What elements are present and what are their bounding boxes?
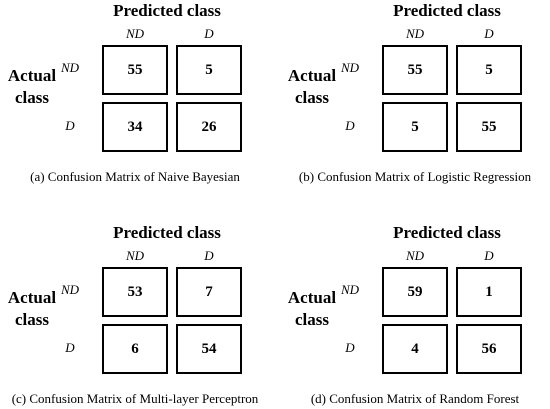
caption: (a) Confusion Matrix of Naive Bayesian (30, 169, 240, 184)
matrix-cell: 7 (176, 267, 242, 317)
actual-label: Actual class (7, 66, 57, 107)
row-label: ND (60, 282, 80, 297)
caption: (c) Confusion Matrix of Multi-layer Perc… (11, 391, 259, 406)
actual-label: Actual class (7, 288, 57, 329)
row-label: D (345, 118, 355, 133)
column-label: D (484, 248, 494, 263)
predicted-label: Predicted class (393, 1, 501, 20)
matrix-cell: 5 (176, 45, 242, 95)
column-label: ND (125, 26, 145, 41)
row-label: D (345, 340, 355, 355)
matrix-cell: 54 (176, 324, 242, 374)
column-label: D (204, 26, 214, 41)
matrix-cell: 53 (102, 267, 168, 317)
row-label: ND (340, 60, 360, 75)
matrix-cell: 6 (102, 324, 168, 374)
predicted-label: Predicted class (393, 223, 501, 242)
matrix-cell: 34 (102, 102, 168, 152)
actual-label: Actual class (287, 288, 337, 329)
actual-label: Actual class (287, 66, 337, 107)
matrix-cell: 5 (382, 102, 448, 152)
matrix-cell: 5 (456, 45, 522, 95)
matrix-cell: 1 (456, 267, 522, 317)
row-label: ND (60, 60, 80, 75)
matrix-cell: 4 (382, 324, 448, 374)
row-label: ND (340, 282, 360, 297)
matrix-cell: 55 (102, 45, 168, 95)
row-label: D (65, 118, 75, 133)
caption: (d) Confusion Matrix of Random Forest (310, 391, 520, 406)
matrix-cell: 55 (382, 45, 448, 95)
matrix-cell: 26 (176, 102, 242, 152)
column-label: D (484, 26, 494, 41)
predicted-label: Predicted class (113, 223, 221, 242)
caption: (b) Confusion Matrix of Logistic Regress… (298, 169, 532, 184)
column-label: D (204, 248, 214, 263)
column-label: ND (405, 248, 425, 263)
matrix-cell: 56 (456, 324, 522, 374)
row-label: D (65, 340, 75, 355)
matrix-cell: 55 (456, 102, 522, 152)
column-label: ND (405, 26, 425, 41)
predicted-label: Predicted class (113, 1, 221, 20)
column-label: ND (125, 248, 145, 263)
matrix-cell: 59 (382, 267, 448, 317)
